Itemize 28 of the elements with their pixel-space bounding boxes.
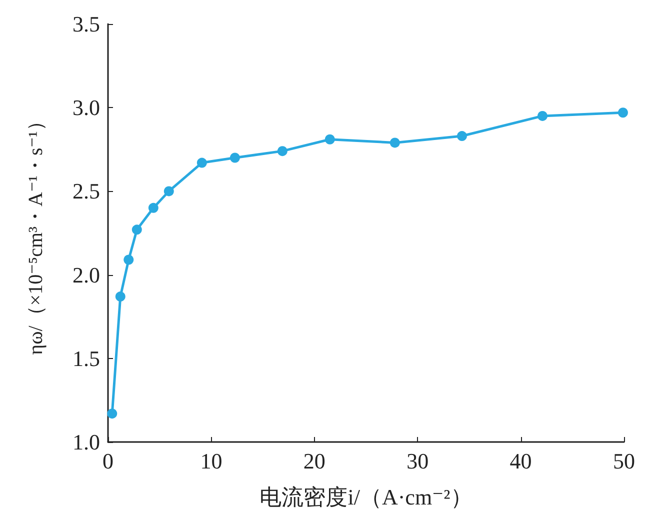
point (115, 292, 126, 302)
y-tick-label: 2.5 (72, 178, 100, 204)
point (537, 110, 548, 121)
x-axis-title: 电流密度i/（A·cm⁻²） (260, 484, 472, 510)
y-axis-title: ηω/（×10⁻⁵cm³・A⁻¹・s⁻¹） (25, 111, 47, 355)
point (107, 408, 118, 419)
point (196, 158, 207, 168)
y-tick-label: 1.0 (72, 430, 100, 454)
x-tick-label: 0 (102, 448, 114, 474)
point (230, 152, 240, 163)
y-tick-label: 1.5 (72, 346, 100, 371)
point (324, 134, 335, 144)
x-tick-label: 50 (613, 448, 635, 474)
point (124, 254, 134, 265)
x-tick-label: 20 (303, 448, 326, 474)
point (456, 131, 467, 142)
point (132, 224, 142, 235)
point (164, 186, 174, 196)
y-tick-label: 3.0 (72, 95, 100, 120)
point (148, 202, 158, 213)
point (390, 138, 400, 148)
point (618, 108, 628, 118)
y-tick-label: 2.0 (72, 262, 100, 288)
y-tick-label: 3.5 (72, 12, 100, 36)
x-tick-label: 10 (200, 448, 222, 474)
x-tick-label: 30 (406, 448, 429, 474)
point (277, 146, 288, 156)
x-tick-label: 40 (510, 448, 532, 474)
